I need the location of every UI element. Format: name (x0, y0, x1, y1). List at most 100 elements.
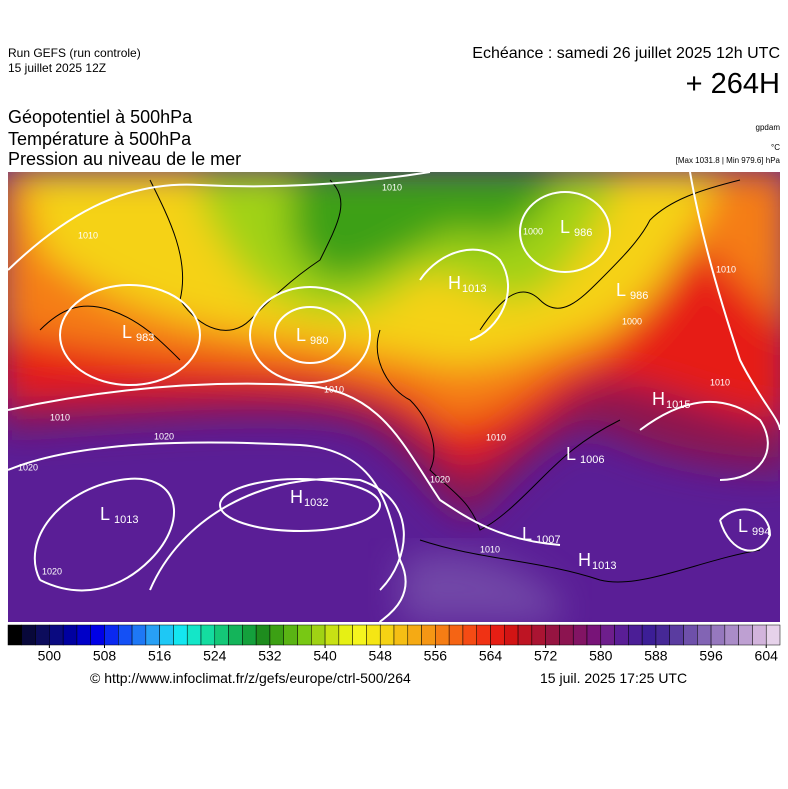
colorbar-swatch (504, 624, 519, 646)
colorbar-swatch (269, 624, 284, 646)
source-url: © http://www.infoclimat.fr/z/gefs/europe… (90, 670, 411, 686)
colorbar-swatch (324, 624, 340, 646)
isobar-label: 1000 (523, 226, 543, 236)
colorbar-tick-label: 588 (644, 648, 668, 664)
unit-label: °C (771, 143, 780, 152)
center-value: 1007 (536, 534, 560, 546)
run-date: 15 juillet 2025 12Z (8, 61, 107, 75)
pressure-center: H 1032 (290, 487, 328, 509)
colorbar-swatch (697, 624, 712, 646)
colorbar-tick-label: 524 (203, 648, 227, 664)
pressure-center: L 986 (560, 217, 592, 239)
colorbar-swatch (545, 624, 560, 646)
pressure-center: L 994 (738, 516, 770, 538)
center-value: 1006 (580, 454, 604, 466)
colorbar-swatch (283, 624, 298, 646)
colorbar-swatch (104, 624, 119, 646)
colorbar-swatch (131, 624, 147, 646)
colorbar-tick-label: 580 (589, 648, 613, 664)
colorbar-swatch (173, 624, 188, 646)
colorbar-swatch (614, 624, 629, 646)
colorbar-swatch (352, 624, 367, 646)
colorbar-swatch (586, 624, 602, 646)
center-letter: L (560, 217, 570, 237)
center-value: 994 (752, 526, 770, 538)
coastlines (39, 179, 761, 583)
lead-time: + 264H (685, 68, 780, 100)
center-value: 983 (136, 332, 154, 344)
colorbar-swatch (628, 624, 643, 646)
isobar-label: 1020 (430, 474, 450, 484)
colorbar-tick-label: 508 (93, 648, 117, 664)
pressure-center: L 983 (122, 322, 154, 344)
center-value: 1013 (462, 283, 486, 295)
center-letter: L (738, 516, 748, 536)
colorbar-swatch (145, 624, 160, 646)
colorbar-swatch (186, 624, 202, 646)
isobar-label: 1010 (486, 432, 506, 442)
colorbar-swatch (517, 624, 533, 646)
run-label: Run GEFS (run controle) (8, 46, 141, 60)
center-value: 1013 (592, 560, 616, 572)
colorbar-swatch (655, 624, 670, 646)
pressure-center: H 1013 (578, 550, 616, 572)
colorbar-swatch (435, 624, 450, 646)
center-value: 980 (310, 335, 328, 347)
pressure-center: L 1013 (100, 504, 138, 526)
colorbar-tick-label: 540 (313, 648, 337, 664)
colorbar-swatch (228, 624, 243, 646)
colorbar-swatch (21, 624, 36, 646)
pressure-center: L 986 (616, 280, 648, 302)
unit-label: gpdam (755, 123, 780, 132)
field-label: Température à 500hPa (8, 129, 192, 149)
colorbar-tick-label: 564 (479, 648, 503, 664)
isobar-label: 1010 (382, 182, 402, 192)
colorbar-swatch (669, 624, 684, 646)
isobar-label: 1010 (710, 377, 730, 387)
pressure-center: L 1006 (566, 444, 604, 466)
center-value: 986 (574, 227, 592, 239)
colorbar-swatch (600, 624, 615, 646)
colorbar-swatch (90, 624, 105, 646)
colorbar-swatch (531, 624, 546, 646)
colorbar-swatch (242, 624, 257, 646)
valid-time: Echéance : samedi 26 juillet 2025 12h UT… (472, 45, 780, 62)
center-value: 1015 (666, 399, 690, 411)
colorbar-swatch (462, 624, 477, 646)
colorbar-swatch (338, 624, 353, 646)
center-letter: L (296, 325, 306, 345)
field-label: Pression au niveau de le mer (8, 149, 242, 169)
colorbar-swatch (393, 624, 409, 646)
range-note: [Max 1031.8 | Min 979.6] hPa (675, 156, 780, 165)
colorbar-swatch (159, 624, 174, 646)
colorbar-tick-label: 548 (369, 648, 393, 664)
colorbar-swatch (683, 624, 698, 646)
center-letter: L (122, 322, 132, 342)
colorbar-swatch (76, 624, 91, 646)
colorbar-swatch (200, 624, 216, 646)
colorbar-swatch (297, 624, 312, 646)
colorbar-swatch (7, 624, 23, 646)
colorbar-swatch (407, 624, 422, 646)
isobar-label: 1010 (78, 230, 98, 240)
colorbar-tick-label: 516 (148, 648, 172, 664)
colorbar-tick-label: 596 (699, 648, 723, 664)
isobar-label: 1020 (18, 462, 38, 472)
colorbar-swatch (765, 624, 781, 646)
colorbar-swatch (421, 624, 436, 646)
pressure-center: H 1013 (448, 273, 486, 295)
pressure-center: H 1015 (652, 389, 690, 411)
field-label: Géopotentiel à 500hPa (8, 107, 193, 127)
isobar-label: 1020 (154, 431, 174, 441)
isobars (8, 172, 780, 622)
center-letter: L (522, 524, 532, 544)
isobar-label: 1020 (42, 566, 62, 576)
colorbar-tick-label: 532 (258, 648, 282, 664)
center-letter: L (616, 280, 626, 300)
center-value: 1032 (304, 497, 328, 509)
colorbar-swatch (738, 624, 753, 646)
colorbar-tick-label: 604 (755, 648, 779, 664)
colorbar-swatch (214, 624, 229, 646)
